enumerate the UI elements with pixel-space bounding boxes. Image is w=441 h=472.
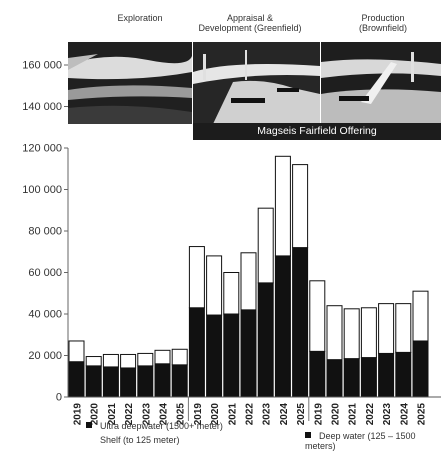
legend-shelf: Shelf (to 125 meter) [100, 435, 180, 445]
bar-segment-shelf [120, 353, 137, 369]
bar-segment-shelf [292, 164, 309, 249]
bar-segment-shelf [85, 356, 102, 367]
stage-label-production: Production (Brownfield) [358, 13, 407, 33]
x-tick-label: 2022 [365, 403, 376, 426]
bar-segment-shelf [154, 349, 171, 365]
x-tick-label: 2019 [73, 403, 84, 426]
appraisal-photo [193, 42, 320, 124]
x-tick-label: 2023 [382, 403, 393, 426]
bar-segment-ultra [326, 359, 343, 398]
legend-label-shelf: Shelf (to 125 meter) [100, 435, 180, 445]
bar-segment-ultra [292, 247, 309, 398]
legend-deep-water: Deep water (125 – 1500 meters) [305, 421, 441, 451]
bar-segment-shelf [274, 155, 291, 257]
bar-segment-shelf [412, 290, 429, 342]
bar-segment-ultra [85, 365, 102, 398]
x-tick-label: 2022 [124, 403, 135, 426]
bar-segment-shelf [360, 307, 377, 359]
bar-segment-ultra [223, 313, 240, 398]
x-tick-label: 2025 [176, 403, 187, 426]
y-tick-label: 160 000 [22, 60, 62, 72]
y-tick-label: 100 000 [22, 184, 62, 196]
x-tick-label: 2025 [417, 403, 428, 426]
bar-segment-shelf [395, 303, 412, 353]
bar-segment-shelf [326, 305, 343, 361]
production-photo [321, 42, 441, 124]
bar-segment-shelf [240, 252, 257, 311]
bar-segment-shelf [188, 246, 205, 309]
offering-banner: Magseis Fairfield Offering [193, 123, 441, 140]
x-tick-label: 2020 [331, 403, 342, 426]
bar-segment-ultra [102, 366, 119, 398]
bar-segment-ultra [412, 340, 429, 398]
x-tick-label: 2019 [193, 403, 204, 426]
y-tick-label: 80 000 [28, 226, 62, 238]
stage-label-exploration: Exploration [117, 13, 163, 23]
x-tick-label: 2024 [279, 403, 290, 426]
bar-segment-ultra [395, 351, 412, 398]
bar-segment-ultra [378, 352, 395, 398]
y-tick-label: 60 000 [28, 267, 62, 279]
bar-segment-shelf [309, 280, 326, 352]
bar-segment-ultra [257, 282, 274, 398]
y-tick-label: 20 000 [28, 350, 62, 362]
x-tick-label: 2023 [141, 403, 152, 426]
x-tick-label: 2025 [296, 403, 307, 426]
bar-segment-shelf [257, 207, 274, 284]
x-tick-label: 2021 [227, 403, 238, 426]
x-tick-label: 2019 [313, 403, 324, 426]
x-tick-label: 2020 [90, 403, 101, 426]
y-tick-label: 120 000 [22, 143, 62, 155]
x-tick-label: 2022 [245, 403, 256, 426]
x-tick-label: 2024 [399, 403, 410, 426]
legend-label-ultra: Ultra deepwater (1500+ meter) [100, 421, 223, 431]
bar-segment-ultra [137, 365, 154, 398]
legend-swatch-ultra [86, 422, 92, 428]
bar-segment-shelf [206, 255, 223, 316]
bar-segment-ultra [68, 361, 85, 398]
bar-segment-ultra [206, 314, 223, 398]
legend-swatch-deep [305, 432, 311, 438]
bar-segment-ultra [309, 350, 326, 398]
bar-segment-shelf [68, 340, 85, 363]
bar-segment-shelf [343, 308, 360, 360]
bar-segment-ultra [343, 358, 360, 398]
bar-segment-ultra [274, 255, 291, 398]
x-tick-label: 2024 [159, 403, 170, 426]
y-tick-label: 40 000 [28, 309, 62, 321]
y-tick-label: 140 000 [22, 101, 62, 113]
bar-segment-shelf [102, 353, 119, 368]
bar-segment-ultra [240, 309, 257, 398]
bar-segment-shelf [223, 272, 240, 315]
bar-segment-ultra [188, 307, 205, 398]
bar-segment-shelf [378, 303, 395, 354]
legend-ultra-deepwater: Ultra deepwater (1500+ meter) [86, 421, 223, 431]
exploration-photo [68, 42, 192, 124]
bar-segment-ultra [120, 367, 137, 398]
x-tick-label: 2020 [210, 403, 221, 426]
x-tick-label: 2023 [262, 403, 273, 426]
stage-label-appraisal: Appraisal & Development (Greenfield) [198, 13, 302, 33]
x-tick-label: 2021 [107, 403, 118, 426]
bar-segment-ultra [360, 357, 377, 398]
bar-segment-ultra [154, 363, 171, 398]
bar-segment-ultra [171, 364, 188, 398]
y-tick-label: 0 [56, 392, 62, 404]
bar-segment-shelf [171, 348, 188, 366]
bar-segment-shelf [137, 352, 154, 367]
legend-label-deep: Deep water (125 – 1500 meters) [305, 431, 416, 451]
x-tick-label: 2021 [348, 403, 359, 426]
